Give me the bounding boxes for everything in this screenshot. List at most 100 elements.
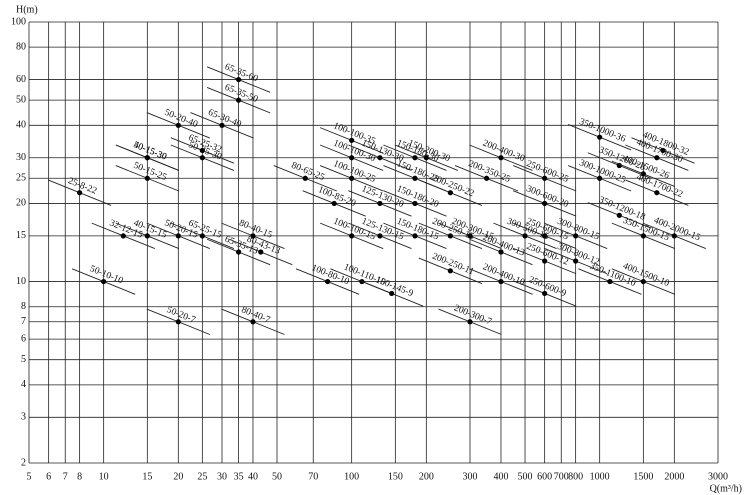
pump-point — [616, 212, 622, 218]
x-tick-label: 20 — [173, 471, 183, 482]
pump-label: 50-10-10 — [88, 264, 124, 286]
x-tick-label: 8 — [77, 471, 82, 482]
pump-point — [219, 122, 225, 128]
pump-point — [144, 175, 150, 181]
y-tick-label: 3 — [21, 412, 26, 423]
y-tick-label: 30 — [16, 152, 26, 163]
pump-point — [423, 155, 429, 161]
x-tick-label: 5 — [27, 471, 32, 482]
pump-point — [640, 233, 646, 239]
pump-point — [542, 258, 548, 264]
pump-point — [175, 122, 181, 128]
pump-point — [660, 147, 666, 154]
y-tick-label: 7 — [21, 316, 26, 327]
pump-point — [483, 175, 490, 181]
pump-label: 65-30-40 — [207, 108, 243, 130]
y-tick-label: 80 — [16, 41, 26, 52]
pump-point — [377, 155, 383, 161]
x-tick-label: 400 — [493, 471, 508, 482]
x-axis-label: Q(m³/h) — [710, 483, 742, 494]
y-tick-label: 60 — [16, 74, 26, 85]
pump-point — [640, 278, 646, 285]
pump-point — [654, 155, 660, 161]
pump-point — [542, 290, 548, 297]
x-tick-label: 200 — [419, 471, 434, 482]
x-tick-label: 700 — [554, 471, 569, 482]
pump-label: 200-400-30 — [481, 138, 526, 164]
pump-point — [412, 175, 418, 181]
x-tick-label: 800 — [568, 471, 583, 482]
x-tick-label: 25 — [197, 471, 207, 482]
pump-point — [467, 233, 473, 239]
pump-point — [412, 155, 418, 161]
pump-label: 80-65-25 — [290, 161, 326, 183]
pump-point — [199, 155, 205, 161]
x-tick-label: 100 — [344, 471, 359, 482]
x-tick-label: 3000 — [708, 471, 728, 482]
pump-point — [573, 258, 579, 264]
pump-point — [389, 290, 395, 297]
y-axis-label: H(m) — [16, 4, 38, 15]
y-tick-label: 2 — [21, 457, 26, 468]
pump-point — [349, 233, 355, 239]
pump-point — [325, 278, 331, 285]
x-tick-label: 500 — [518, 471, 533, 482]
pump-label: 200-250-11 — [431, 252, 476, 278]
y-tick-label: 20 — [16, 198, 26, 209]
pump-point — [349, 137, 355, 143]
pump-label: 200-400-10 — [481, 262, 526, 288]
pump-point — [573, 233, 579, 239]
x-tick-label: 70 — [308, 471, 318, 482]
pump-point — [412, 233, 418, 239]
pump-point — [542, 233, 548, 239]
x-tick-label: 1000 — [590, 471, 610, 482]
pump-label: 65-35-60 — [223, 62, 259, 84]
pump-label: 300-600-20 — [525, 184, 570, 210]
y-tick-label: 40 — [16, 120, 26, 131]
pump-label: 200-400-13 — [481, 233, 526, 259]
pump-point — [235, 97, 242, 103]
pump-point — [250, 319, 256, 325]
pump-point — [199, 233, 205, 239]
y-tick-label: 6 — [21, 333, 26, 344]
x-tick-label: 150 — [388, 471, 403, 482]
pump-label: 200-250-22 — [430, 173, 475, 199]
pump-point — [498, 278, 504, 285]
y-tick-label: 100 — [11, 16, 26, 27]
y-tick-label: 8 — [21, 301, 26, 312]
pump-point — [522, 233, 528, 239]
pump-point — [199, 147, 205, 154]
pump-label: 250-600-25 — [525, 159, 570, 185]
y-tick-label: 5 — [21, 354, 26, 365]
y-tick-label: 50 — [16, 94, 26, 105]
pump-point — [144, 155, 150, 161]
x-tick-label: 6 — [46, 471, 51, 482]
y-tick-label: 25 — [16, 173, 26, 184]
pump-label: 40-15-30 — [132, 140, 168, 162]
x-tick-label: 50 — [272, 471, 282, 482]
pump-point — [654, 190, 660, 196]
pump-point — [235, 249, 242, 255]
pump-point — [671, 233, 677, 239]
y-tick-label: 4 — [21, 379, 26, 390]
pump-point — [175, 233, 181, 239]
pump-point — [542, 200, 548, 207]
pump-point — [597, 134, 603, 140]
x-tick-label: 600 — [537, 471, 552, 482]
pump-point — [144, 233, 150, 239]
x-tick-label: 30 — [217, 471, 227, 482]
x-tick-label: 10 — [99, 471, 109, 482]
pump-point — [349, 175, 355, 181]
x-tick-label: 7 — [63, 471, 68, 482]
x-tick-label: 15 — [142, 471, 152, 482]
y-tick-label: 15 — [16, 230, 26, 241]
y-tick-label: 10 — [16, 276, 26, 287]
pump-point — [258, 249, 264, 255]
pump-point — [498, 249, 504, 255]
pump-point — [302, 175, 308, 181]
pump-label: 100-85-20 — [316, 185, 357, 209]
pump-point — [120, 233, 126, 239]
pump-point — [640, 171, 646, 177]
pump-point — [447, 233, 453, 239]
